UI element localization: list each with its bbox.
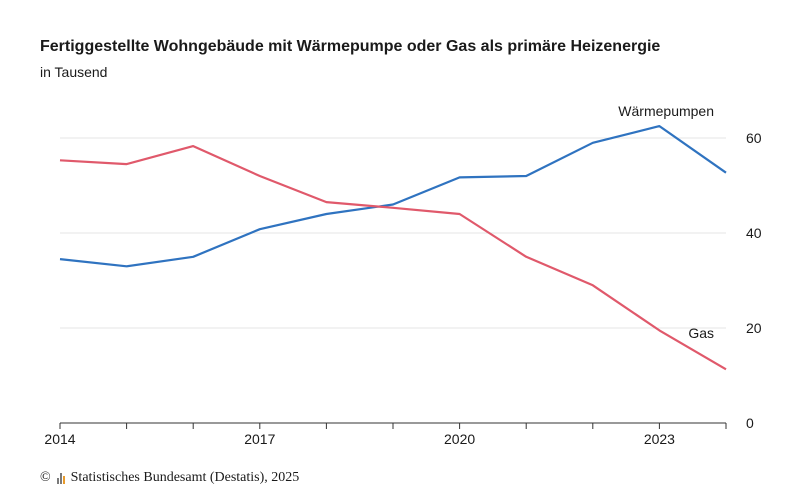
series-label: Gas — [688, 325, 714, 341]
y-tick-label: 60 — [746, 130, 762, 146]
axes: 0 20 40 60 2014 2017 2020 2023 — [44, 130, 761, 447]
series-label: Wärmepumpen — [618, 103, 714, 119]
y-tick-label: 40 — [746, 225, 762, 241]
x-tick-label: 2017 — [244, 431, 275, 447]
y-tick-label: 0 — [746, 415, 754, 431]
grid-lines — [60, 137, 726, 329]
source-text: Statistisches Bundesamt (Destatis), 2025 — [70, 470, 300, 485]
destatis-logo-icon — [56, 472, 65, 484]
chart-title: Fertiggestellte Wohngebäude mit Wärmepum… — [40, 38, 661, 55]
chart-subtitle: in Tausend — [40, 64, 108, 80]
x-tick-label: 2014 — [44, 431, 75, 447]
series-line-gas — [59, 145, 727, 371]
source-footer: © Statistisches Bundesamt (Destatis), 20… — [40, 470, 299, 486]
series-labels: Wärmepumpen Gas — [618, 103, 714, 341]
x-tick-label: 2023 — [644, 431, 675, 447]
y-tick-label: 20 — [746, 320, 762, 336]
copyright-symbol: © — [40, 470, 51, 485]
series-lines — [59, 124, 727, 371]
x-tick-label: 2020 — [444, 431, 475, 447]
series-line-waermepumpen — [59, 124, 727, 268]
